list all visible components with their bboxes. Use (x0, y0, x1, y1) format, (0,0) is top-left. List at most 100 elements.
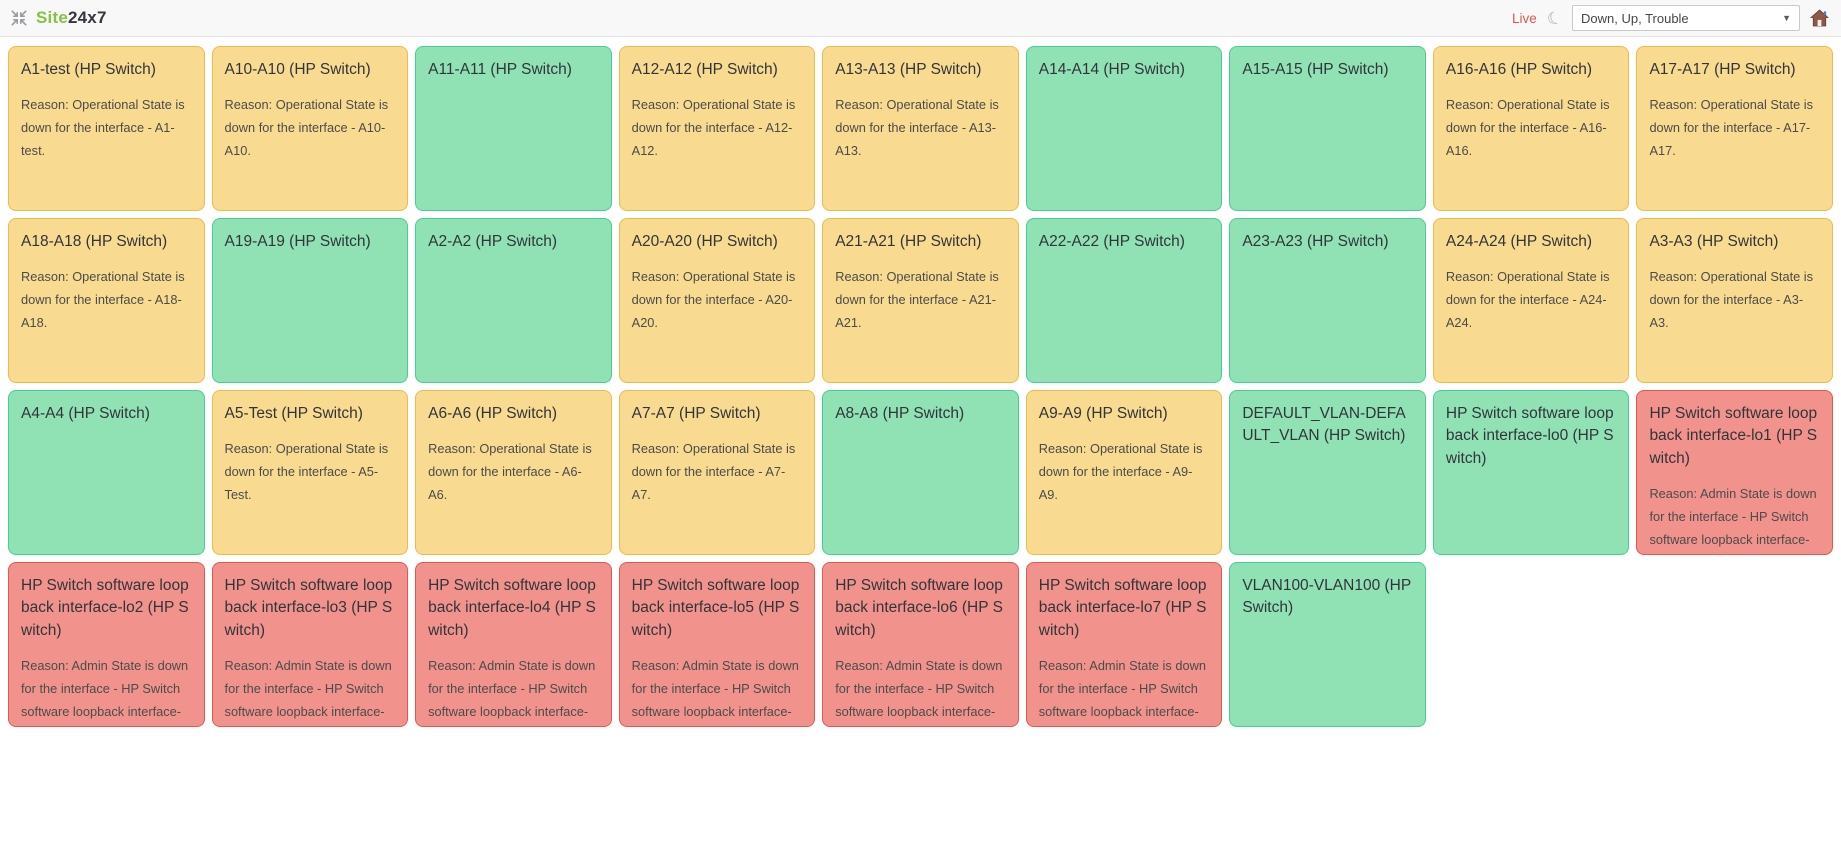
monitor-title: HP Switch software loopback interface-lo… (1649, 405, 1818, 467)
monitor-reason: Reason: Operational State is down for th… (21, 97, 185, 158)
monitor-title: A1-test (HP Switch) (21, 61, 156, 78)
monitor-title: A19-A19 (HP Switch) (224, 233, 371, 250)
monitor-tile[interactable]: A7-A7 (HP Switch) Reason: Operational St… (618, 390, 816, 555)
monitor-reason: Reason: Admin State is down for the inte… (631, 658, 799, 719)
monitor-title: HP Switch software loopback interface-lo… (631, 577, 800, 639)
monitor-title: A21-A21 (HP Switch) (835, 233, 982, 250)
home-icon[interactable] (1810, 9, 1829, 27)
monitor-title: A20-A20 (HP Switch) (631, 233, 778, 250)
monitor-tile-grid: A1-test (HP Switch) Reason: Operational … (0, 37, 1841, 736)
monitor-tile[interactable]: A15-A15 (HP Switch) (1229, 46, 1426, 211)
monitor-title: A23-A23 (HP Switch) (1242, 233, 1389, 250)
monitor-reason: Reason: Admin State is down for the inte… (224, 658, 392, 719)
monitor-title: A12-A12 (HP Switch) (631, 61, 778, 78)
monitor-reason: Reason: Operational State is down for th… (1649, 269, 1814, 330)
moon-theme-icon[interactable]: ☾ (1544, 6, 1565, 30)
monitor-tile[interactable]: HP Switch software loopback interface-lo… (211, 562, 409, 727)
monitor-tile[interactable]: HP Switch software loopback interface-lo… (415, 562, 612, 727)
monitor-tile[interactable]: A6-A6 (HP Switch) Reason: Operational St… (415, 390, 612, 555)
monitor-reason: Reason: Operational State is down for th… (224, 97, 389, 158)
monitor-reason: Reason: Admin State is down for the inte… (21, 658, 189, 719)
monitor-tile[interactable]: A14-A14 (HP Switch) (1025, 46, 1223, 211)
monitor-tile[interactable]: A8-A8 (HP Switch) (822, 390, 1019, 555)
top-bar: Site24x7 Live ☾ Down, Up, Trouble ▼ (0, 0, 1841, 37)
monitor-tile[interactable]: A5-Test (HP Switch) Reason: Operational … (211, 390, 409, 555)
monitor-tile[interactable]: A19-A19 (HP Switch) (211, 218, 409, 383)
monitor-title: A18-A18 (HP Switch) (21, 233, 168, 250)
monitor-tile[interactable]: A23-A23 (HP Switch) (1229, 218, 1426, 383)
monitor-tile[interactable]: A4-A4 (HP Switch) (8, 390, 205, 555)
logo-text-green: Site (36, 8, 68, 27)
monitor-tile[interactable]: A2-A2 (HP Switch) (415, 218, 612, 383)
monitor-tile[interactable]: A13-A13 (HP Switch) Reason: Operational … (822, 46, 1019, 211)
monitor-tile[interactable]: HP Switch software loopback interface-lo… (822, 562, 1019, 727)
monitor-tile[interactable]: A1-test (HP Switch) Reason: Operational … (8, 46, 205, 211)
monitor-title: A14-A14 (HP Switch) (1038, 61, 1185, 78)
chevron-down-icon: ▼ (1782, 13, 1791, 23)
monitor-tile[interactable]: HP Switch software loopback interface-lo… (1432, 390, 1630, 555)
monitor-tile[interactable]: A10-A10 (HP Switch) Reason: Operational … (211, 46, 409, 211)
monitor-tile[interactable]: A20-A20 (HP Switch) Reason: Operational … (618, 218, 816, 383)
site24x7-logo: Site24x7 (36, 8, 107, 28)
monitor-tile[interactable]: A16-A16 (HP Switch) Reason: Operational … (1432, 46, 1630, 211)
monitor-title: A13-A13 (HP Switch) (835, 61, 982, 78)
collapse-icon[interactable] (10, 9, 28, 27)
top-bar-controls: Live ☾ Down, Up, Trouble ▼ (1512, 5, 1829, 31)
monitor-reason: Reason: Operational State is down for th… (428, 441, 592, 502)
monitor-reason: Reason: Operational State is down for th… (1649, 97, 1814, 158)
monitor-title: A10-A10 (HP Switch) (224, 61, 371, 78)
monitor-tile[interactable]: DEFAULT_VLAN-DEFAULT_VLAN (HP Switch) (1229, 390, 1426, 555)
monitor-tile[interactable]: HP Switch software loopback interface-lo… (1636, 390, 1833, 555)
monitor-reason: Reason: Operational State is down for th… (21, 269, 185, 330)
monitor-reason: Reason: Admin State is down for the inte… (835, 658, 1003, 719)
monitor-title: A5-Test (HP Switch) (224, 405, 363, 422)
monitor-title: A16-A16 (HP Switch) (1445, 61, 1593, 78)
monitor-title: VLAN100-VLAN100 (HP Switch) (1242, 577, 1411, 617)
logo-text-dark: 24x7 (67, 8, 107, 27)
monitor-reason: Reason: Operational State is down for th… (631, 441, 796, 502)
monitor-title: A11-A11 (HP Switch) (428, 61, 572, 78)
monitor-tile[interactable]: A17-A17 (HP Switch) Reason: Operational … (1636, 46, 1833, 211)
monitor-title: A9-A9 (HP Switch) (1038, 405, 1168, 422)
monitor-reason: Reason: Admin State is down for the inte… (1649, 486, 1817, 547)
monitor-tile[interactable]: VLAN100-VLAN100 (HP Switch) (1229, 562, 1426, 727)
monitor-title: HP Switch software loopback interface-lo… (21, 577, 189, 639)
monitor-tile[interactable]: A11-A11 (HP Switch) (415, 46, 612, 211)
monitor-title: A7-A7 (HP Switch) (631, 405, 761, 422)
monitor-tile[interactable]: HP Switch software loopback interface-lo… (618, 562, 816, 727)
monitor-tile[interactable]: A21-A21 (HP Switch) Reason: Operational … (822, 218, 1019, 383)
monitor-title: A2-A2 (HP Switch) (428, 233, 558, 250)
live-status-label: Live (1511, 10, 1537, 26)
monitor-title: A24-A24 (HP Switch) (1445, 233, 1593, 250)
monitor-tile[interactable]: A24-A24 (HP Switch) Reason: Operational … (1432, 218, 1630, 383)
monitor-title: A22-A22 (HP Switch) (1038, 233, 1185, 250)
monitor-title: A17-A17 (HP Switch) (1649, 61, 1796, 78)
monitor-reason: Reason: Admin State is down for the inte… (1038, 658, 1206, 719)
monitor-title: A4-A4 (HP Switch) (21, 405, 150, 422)
monitor-title: HP Switch software loopback interface-lo… (835, 577, 1003, 639)
brand-group: Site24x7 (10, 8, 107, 28)
monitor-title: HP Switch software loopback interface-lo… (1038, 577, 1207, 639)
monitor-reason: Reason: Admin State is down for the inte… (428, 658, 596, 719)
monitor-tile[interactable]: A18-A18 (HP Switch) Reason: Operational … (8, 218, 205, 383)
status-filter-dropdown[interactable]: Down, Up, Trouble ▼ (1572, 5, 1800, 31)
monitor-title: A15-A15 (HP Switch) (1242, 61, 1389, 78)
monitor-reason: Reason: Operational State is down for th… (835, 269, 999, 330)
monitor-title: DEFAULT_VLAN-DEFAULT_VLAN (HP Switch) (1242, 405, 1406, 445)
monitor-tile[interactable]: HP Switch software loopback interface-lo… (8, 562, 205, 727)
monitor-tile[interactable]: A3-A3 (HP Switch) Reason: Operational St… (1636, 218, 1833, 383)
monitor-reason: Reason: Operational State is down for th… (1038, 441, 1203, 502)
monitor-tile[interactable]: HP Switch software loopback interface-lo… (1025, 562, 1223, 727)
monitor-reason: Reason: Operational State is down for th… (631, 269, 796, 330)
monitor-title: HP Switch software loopback interface-lo… (1445, 405, 1614, 467)
monitor-reason: Reason: Operational State is down for th… (224, 441, 389, 502)
monitor-title: HP Switch software loopback interface-lo… (224, 577, 393, 639)
status-filter-value: Down, Up, Trouble (1581, 10, 1689, 26)
monitor-reason: Reason: Operational State is down for th… (631, 97, 796, 158)
monitor-tile[interactable]: A12-A12 (HP Switch) Reason: Operational … (618, 46, 816, 211)
monitor-title: A6-A6 (HP Switch) (428, 405, 558, 422)
monitor-title: HP Switch software loopback interface-lo… (428, 577, 596, 639)
monitor-tile[interactable]: A9-A9 (HP Switch) Reason: Operational St… (1025, 390, 1223, 555)
monitor-reason: Reason: Operational State is down for th… (835, 97, 999, 158)
monitor-tile[interactable]: A22-A22 (HP Switch) (1025, 218, 1223, 383)
